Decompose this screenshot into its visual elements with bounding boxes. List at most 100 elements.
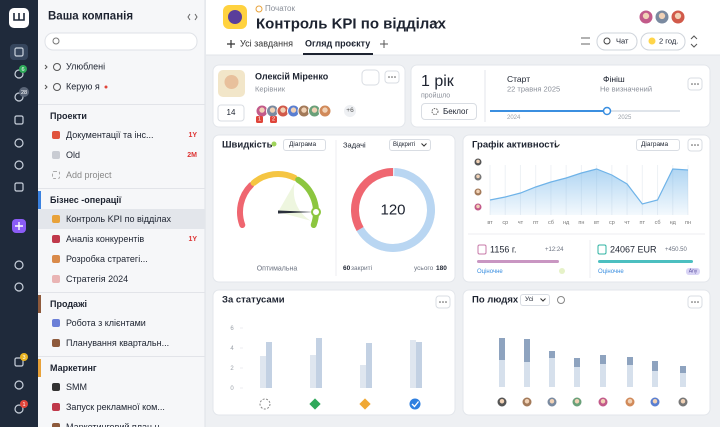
avatar-face [269, 107, 276, 113]
chat-icon [603, 37, 611, 45]
add-tab [380, 40, 388, 48]
item-label: Робота з клієнтами [66, 318, 146, 328]
elapsed: 1 рік [421, 73, 454, 90]
count-box [217, 104, 245, 122]
item-label: Стратегія 2024 [66, 274, 129, 284]
rail-icon-active [10, 44, 28, 60]
status-bar [316, 338, 322, 388]
filter-chip[interactable] [389, 139, 431, 151]
avatar-face [476, 159, 480, 164]
dot [697, 83, 699, 85]
rail-icon [14, 404, 24, 414]
x-tick-label: пт [533, 220, 539, 226]
workspace-title: Ваша компанія [48, 10, 134, 23]
add-plus [15, 222, 23, 230]
sidebar-item[interactable]: Стратегія 2024 [38, 269, 205, 289]
item-icon [52, 275, 60, 283]
x-tick-label: вт [594, 220, 600, 226]
item-icon [52, 235, 60, 243]
filter-icon [581, 37, 590, 45]
rail-icon [14, 260, 24, 270]
chevron [421, 143, 427, 147]
sidebar-item[interactable]: Контроль KPI по відділах [38, 209, 205, 229]
dot [691, 83, 693, 85]
dot [394, 76, 396, 78]
owner-action [361, 69, 380, 86]
sidebar-section: Продажі Робота з клієнтами Планування квар… [38, 292, 205, 356]
caret [44, 84, 48, 90]
avatar-face [499, 399, 505, 404]
person-bar [499, 360, 505, 387]
more-avatars [344, 105, 356, 117]
avatar-face [549, 399, 555, 404]
sidebar-item[interactable]: Old 2M [38, 145, 205, 165]
person-bar [652, 371, 658, 387]
item-label: Документації та інс... [66, 130, 154, 140]
donut-closed [351, 168, 394, 231]
section-title[interactable]: Бізнес -операції [38, 191, 205, 209]
filter-label: Відкриті [393, 142, 416, 148]
logo-mark [13, 13, 25, 21]
x-tick-label: пн [578, 220, 584, 226]
favorites: Улюблені [66, 61, 106, 72]
alert-count: 2 [271, 115, 276, 122]
sidebar-item[interactable]: Документації та інс... 1Y [38, 125, 205, 145]
filter-chip[interactable] [520, 294, 550, 306]
view-label: Діаграма [289, 140, 317, 148]
card-title: По людях [472, 294, 519, 306]
item-tag: 2M [187, 151, 197, 159]
avatar-face [680, 399, 686, 404]
avatar-face [574, 399, 580, 404]
time-button [640, 32, 686, 51]
status-icon [359, 398, 371, 410]
speed-status-label: Оптимальна [256, 265, 298, 273]
backlog-button[interactable] [421, 103, 477, 120]
sidebar-item[interactable]: Add project [38, 165, 205, 185]
sparkle [227, 40, 235, 48]
person-bar [627, 357, 633, 365]
expand [690, 35, 698, 48]
alert-count: 1 [257, 115, 262, 122]
item-label: Add project [66, 170, 112, 180]
section-title[interactable]: Проекти [50, 111, 87, 121]
y-tick-label: 4 [230, 346, 234, 352]
avatar-face [674, 12, 682, 20]
chat-label: Чат [616, 36, 629, 46]
card [212, 289, 456, 416]
item-label: Контроль KPI по відділах [66, 214, 172, 224]
x-tick-label: чт [624, 220, 630, 226]
avatar-face [476, 174, 480, 179]
status-icon [259, 398, 271, 410]
status-bar [360, 365, 366, 388]
dot [697, 301, 699, 303]
tag-chip [686, 268, 700, 275]
sidebar-item[interactable]: Робота з клієнтами [38, 313, 205, 333]
status-bar [410, 340, 416, 388]
person-bar [549, 358, 555, 387]
collapse-icon [187, 13, 198, 21]
dot [691, 301, 693, 303]
sidebar-item[interactable]: Маркетинговий план н... [38, 417, 205, 427]
person-bar [524, 339, 530, 362]
sidebar-item[interactable]: Розробка стратегі... [38, 249, 205, 269]
sidebar-item[interactable]: Аналіз конкурентів 1Y [38, 229, 205, 249]
section-title[interactable]: Маркетинг [38, 359, 205, 377]
closed-count: 60 [343, 264, 351, 272]
section-title[interactable]: Продажі [38, 295, 205, 313]
backlog-label: Беклог [443, 107, 469, 116]
item-tag: 1Y [188, 235, 197, 243]
item-icon [52, 403, 60, 411]
search-icon [52, 37, 60, 45]
rail-icon [14, 69, 24, 79]
avatar-face [642, 12, 650, 20]
red-dot [104, 85, 108, 89]
sidebar-item[interactable]: Запуск рекламної ком... [38, 397, 205, 417]
status-bar [266, 342, 272, 388]
dot [388, 76, 390, 78]
sidebar-item[interactable]: Планування квартальн... [38, 333, 205, 353]
chat-button [596, 32, 638, 51]
search-box [44, 32, 198, 51]
sidebar-item[interactable]: SMM [38, 377, 205, 397]
timeline-tick: 2025 [618, 115, 632, 121]
